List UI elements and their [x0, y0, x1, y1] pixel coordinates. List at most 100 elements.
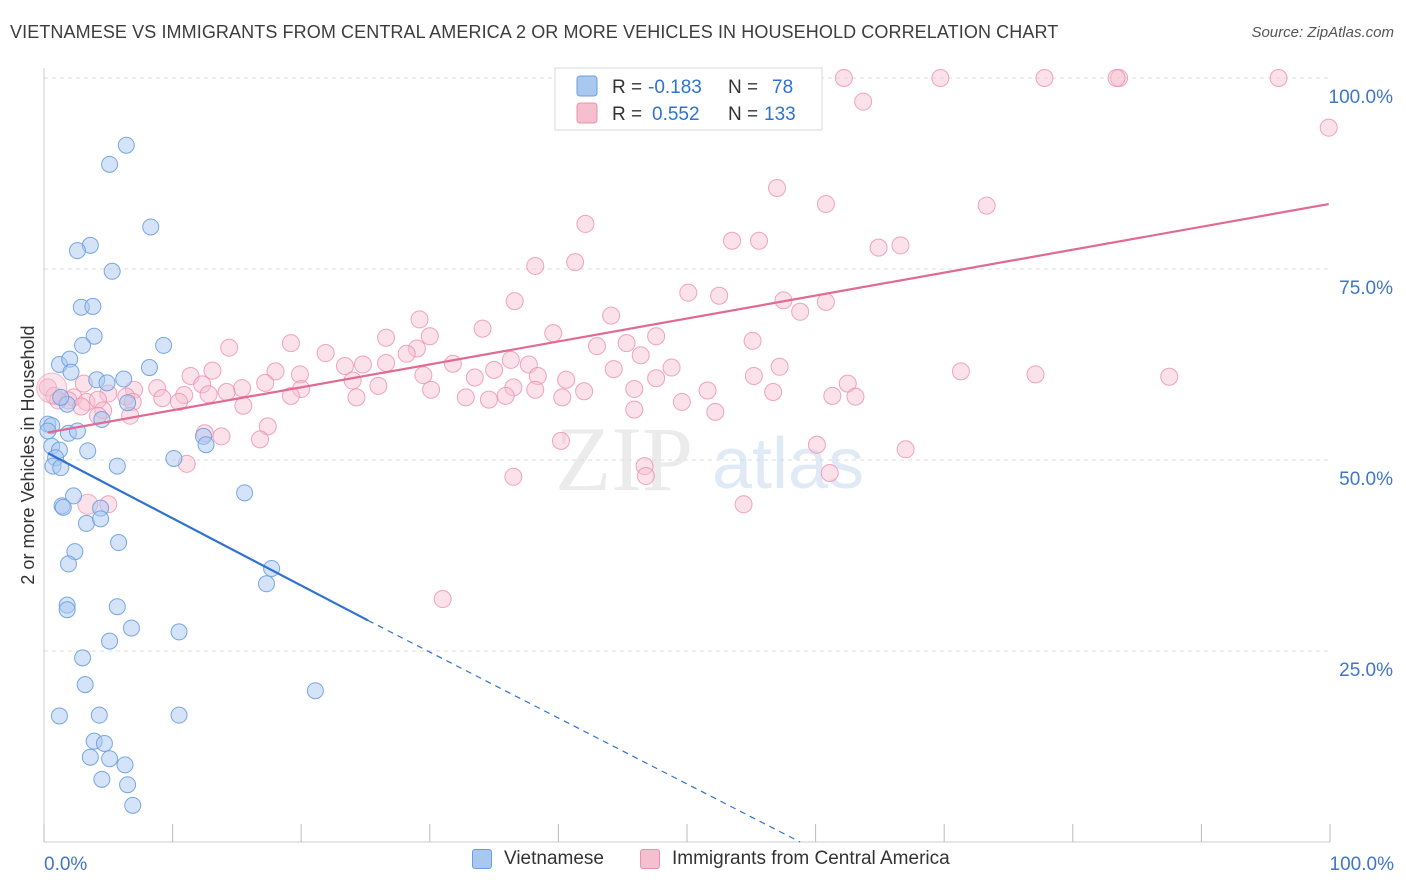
point-central-america: [602, 306, 621, 325]
point-vietnamese: [170, 706, 188, 724]
point-central-america: [544, 324, 563, 343]
point-central-america: [869, 238, 888, 257]
point-central-america: [443, 354, 462, 373]
point-central-america: [604, 360, 623, 379]
point-central-america: [335, 357, 354, 376]
stats-r-value-pink: 0.552: [652, 104, 700, 125]
point-central-america: [710, 286, 729, 305]
point-central-america: [410, 310, 429, 329]
point-vietnamese: [142, 218, 160, 236]
point-central-america: [233, 379, 252, 398]
point-central-america: [281, 386, 300, 405]
point-central-america: [698, 381, 717, 400]
point-central-america: [353, 355, 372, 374]
point-vietnamese: [108, 457, 126, 475]
point-central-america: [734, 495, 753, 514]
stats-swatch-blue: [576, 75, 598, 97]
point-central-america: [834, 69, 853, 87]
point-central-america: [217, 383, 236, 402]
point-central-america: [290, 365, 309, 384]
point-vietnamese: [257, 575, 275, 593]
axes: [43, 68, 1331, 843]
point-central-america: [193, 375, 212, 394]
source-credit: Source: ZipAtlas.com: [1251, 24, 1394, 41]
point-vietnamese: [84, 297, 102, 315]
point-central-america: [485, 360, 504, 379]
point-central-america: [505, 292, 524, 311]
trend-line-vietnamese: [47, 452, 369, 622]
point-vietnamese: [165, 449, 183, 467]
point-central-america: [473, 319, 492, 338]
point-central-america: [750, 231, 769, 250]
point-central-america: [854, 92, 873, 111]
point-central-america: [575, 382, 594, 401]
point-central-america: [251, 430, 270, 449]
point-vietnamese: [103, 262, 121, 280]
point-vietnamese: [85, 327, 103, 345]
point-vietnamese: [101, 750, 119, 768]
point-central-america: [504, 467, 523, 486]
point-central-america: [397, 344, 416, 363]
point-central-america: [1107, 69, 1126, 87]
point-vietnamese: [101, 632, 119, 650]
point-vietnamese: [90, 706, 108, 724]
point-central-america: [465, 368, 484, 387]
point-vietnamese: [74, 336, 92, 354]
point-central-america: [636, 467, 655, 486]
point-central-america: [566, 253, 585, 272]
point-central-america: [770, 357, 789, 376]
point-vietnamese: [50, 707, 68, 725]
point-vietnamese: [74, 649, 92, 667]
point-vietnamese: [54, 498, 72, 516]
x-tick-label-right: 100.0%: [1330, 854, 1395, 875]
series-immigrants-central-america: [36, 69, 1338, 609]
point-central-america: [1319, 118, 1338, 137]
point-vietnamese: [58, 601, 76, 619]
point-central-america: [1160, 367, 1179, 386]
point-vietnamese: [115, 370, 133, 388]
point-central-america: [347, 388, 366, 407]
point-central-america: [153, 389, 172, 408]
point-central-america: [846, 387, 865, 406]
point-vietnamese: [140, 359, 158, 377]
point-central-america: [377, 353, 396, 372]
point-vietnamese: [170, 623, 188, 641]
chart-title: VIETNAMESE VS IMMIGRANTS FROM CENTRAL AM…: [10, 22, 1059, 42]
point-vietnamese: [93, 411, 111, 429]
point-vietnamese: [62, 363, 80, 381]
point-central-america: [977, 196, 996, 215]
series-legend: Vietnamese Immigrants from Central Ameri…: [0, 848, 1406, 880]
point-vietnamese: [81, 748, 99, 766]
point-central-america: [791, 302, 810, 321]
point-central-america: [526, 380, 545, 399]
y-tick-label: 50.0%: [1339, 469, 1393, 490]
point-vietnamese: [59, 555, 77, 573]
point-central-america: [764, 383, 783, 402]
point-vietnamese: [236, 484, 254, 502]
stats-n-label: N =: [728, 104, 758, 125]
point-central-america: [635, 457, 654, 476]
point-central-america: [414, 366, 433, 385]
point-central-america: [148, 379, 167, 398]
point-central-america: [456, 388, 475, 407]
point-central-america: [220, 338, 239, 357]
stats-r-label: R =: [612, 77, 642, 98]
stats-r-value-blue: -0.183: [648, 77, 702, 98]
point-central-america: [744, 366, 763, 385]
point-central-america: [931, 69, 950, 87]
point-central-america: [617, 334, 636, 353]
point-central-america: [526, 256, 545, 275]
point-central-america: [706, 402, 725, 421]
point-central-america: [551, 431, 570, 450]
point-central-america: [647, 369, 666, 388]
point-central-america: [557, 370, 576, 389]
point-central-america: [72, 397, 91, 416]
point-vietnamese: [119, 776, 137, 794]
point-central-america: [625, 379, 644, 398]
legend-item-vietnamese: Vietnamese: [472, 848, 604, 870]
legend-item-central-america: Immigrants from Central America: [640, 848, 950, 870]
grid-lines: [44, 77, 1330, 652]
point-vietnamese: [76, 676, 94, 694]
point-central-america: [816, 195, 835, 214]
legend-swatch-pink: [640, 849, 660, 869]
